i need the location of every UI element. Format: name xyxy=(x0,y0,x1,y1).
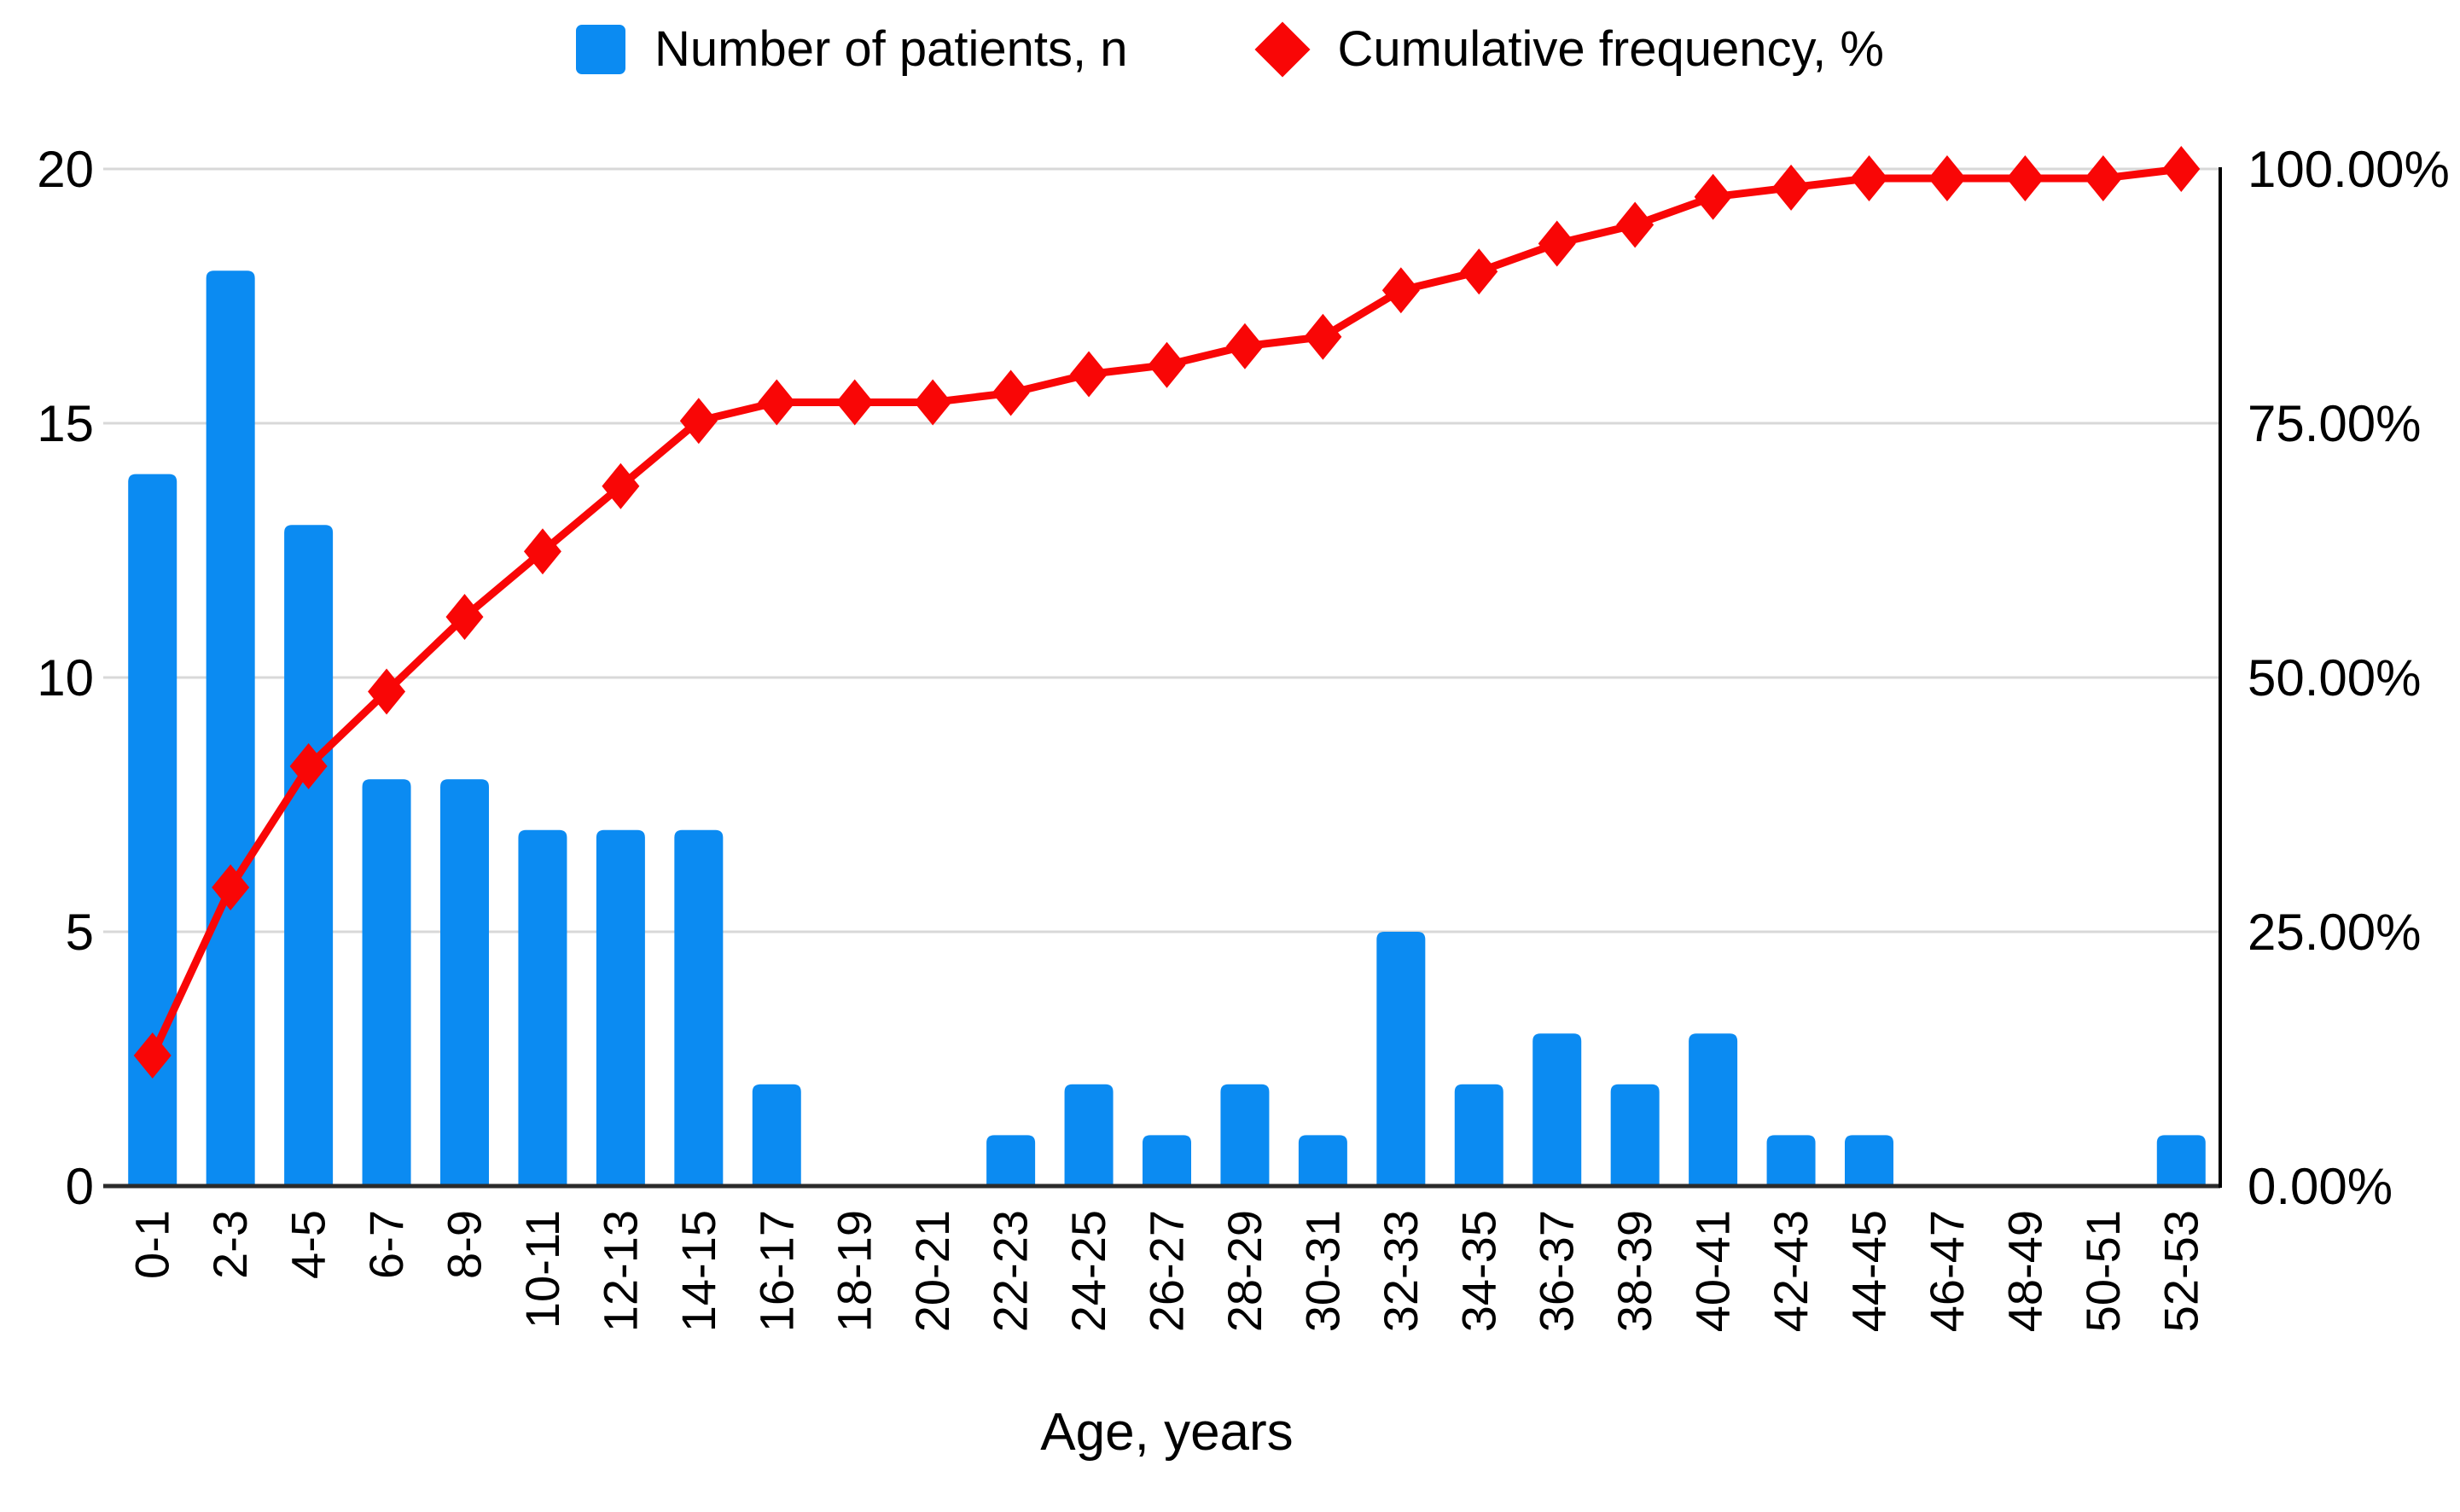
bar-32-33 xyxy=(1376,932,1426,1186)
bar-series-swatch-icon xyxy=(576,25,626,74)
x-tick-label: 16-17 xyxy=(749,1210,803,1332)
right-axis-tick-label: 75.00% xyxy=(2248,395,2422,452)
diamond-marker xyxy=(133,1032,172,1079)
x-tick-label: 8-9 xyxy=(438,1210,491,1279)
x-tick-label: 10-11 xyxy=(515,1210,569,1329)
right-axis-tick-label: 50.00% xyxy=(2248,649,2422,707)
diamond-marker xyxy=(2162,146,2201,192)
bar-26-27 xyxy=(1143,1135,1191,1186)
x-tick-label: 2-3 xyxy=(203,1210,257,1279)
right-axis-tick-label: 100.00% xyxy=(2248,141,2450,198)
bar-44-45 xyxy=(1845,1135,1893,1186)
x-axis-title: Age, years xyxy=(1040,1403,1294,1462)
bar-36-37 xyxy=(1532,1033,1582,1186)
bar-34-35 xyxy=(1454,1084,1503,1186)
bar-24-25 xyxy=(1064,1084,1114,1186)
x-tick-label: 46-47 xyxy=(1920,1210,1974,1332)
diamond-marker xyxy=(1148,341,1186,388)
x-tick-label: 48-49 xyxy=(1998,1210,2051,1332)
diamond-marker xyxy=(758,379,796,426)
diamond-marker xyxy=(1304,313,1342,360)
bar-10-11 xyxy=(518,829,567,1186)
x-tick-label: 34-35 xyxy=(1451,1210,1505,1332)
left-axis-tick-label: 10 xyxy=(37,649,94,707)
bar-0-1 xyxy=(128,474,177,1186)
x-tick-label: 24-25 xyxy=(1061,1210,1115,1332)
left-axis-tick-label: 5 xyxy=(66,904,94,961)
x-tick-label: 30-31 xyxy=(1295,1210,1349,1332)
x-tick-label: 0-1 xyxy=(125,1210,179,1279)
right-axis-tick-label: 0.00% xyxy=(2248,1158,2393,1215)
left-axis-tick-label: 20 xyxy=(37,141,94,198)
diamond-marker xyxy=(1772,164,1811,211)
bar-42-43 xyxy=(1766,1135,1816,1186)
x-tick-label: 36-37 xyxy=(1530,1210,1584,1332)
x-tick-label: 52-53 xyxy=(2154,1210,2207,1332)
diamond-marker xyxy=(992,369,1030,416)
diamond-marker xyxy=(1538,220,1576,267)
diamond-marker xyxy=(1616,201,1655,248)
diamond-marker xyxy=(212,864,250,911)
left-axis-tick-label: 0 xyxy=(66,1158,94,1215)
x-tick-label: 40-41 xyxy=(1686,1210,1740,1332)
bar-40-41 xyxy=(1689,1033,1738,1186)
bar-4-5 xyxy=(284,525,334,1186)
x-tick-label: 22-23 xyxy=(984,1210,1038,1332)
diamond-marker xyxy=(1070,351,1108,398)
bar-14-15 xyxy=(674,829,724,1186)
diamond-marker xyxy=(679,398,718,445)
x-tick-label: 14-15 xyxy=(672,1210,725,1332)
diamond-marker xyxy=(523,528,561,575)
diamond-marker xyxy=(914,379,952,426)
diamond-marker xyxy=(1850,154,1888,201)
bar-28-29 xyxy=(1220,1084,1270,1186)
bar-2-3 xyxy=(206,270,255,1187)
bar-12-13 xyxy=(596,829,645,1186)
diamond-marker xyxy=(1381,267,1420,314)
diamond-marker xyxy=(2006,154,2044,201)
x-tick-label: 42-43 xyxy=(1764,1210,1817,1332)
diamond-marker xyxy=(1928,154,1966,201)
diamond-marker xyxy=(368,668,406,715)
x-tick-label: 44-45 xyxy=(1842,1210,1896,1332)
legend: Number of patients, n Cumulative frequen… xyxy=(0,9,2460,90)
diamond-marker xyxy=(289,742,328,789)
diamond-marker xyxy=(1225,323,1264,369)
diamond-marker xyxy=(1460,248,1498,295)
bar-30-31 xyxy=(1298,1135,1347,1186)
diamond-marker xyxy=(602,462,640,509)
bar-8-9 xyxy=(440,779,489,1186)
bar-6-7 xyxy=(362,779,411,1186)
legend-label-patients: Number of patients, n xyxy=(654,21,1128,77)
x-tick-label: 18-19 xyxy=(828,1210,881,1332)
right-axis-tick-label: 25.00% xyxy=(2248,904,2422,961)
bar-16-17 xyxy=(752,1084,801,1186)
diamond-marker xyxy=(1694,173,1732,220)
x-tick-label: 50-51 xyxy=(2076,1210,2130,1332)
legend-item-patients: Number of patients, n xyxy=(576,25,1128,74)
x-tick-label: 12-13 xyxy=(593,1210,647,1332)
bar-22-23 xyxy=(986,1135,1036,1186)
x-tick-label: 38-39 xyxy=(1608,1210,1661,1332)
x-tick-label: 4-5 xyxy=(282,1210,335,1279)
diamond-marker xyxy=(835,379,874,426)
diamond-marker xyxy=(2084,154,2122,201)
bar-38-39 xyxy=(1610,1084,1660,1186)
x-tick-label: 6-7 xyxy=(359,1210,413,1279)
x-tick-label: 28-29 xyxy=(1218,1210,1271,1332)
x-tick-label: 26-27 xyxy=(1140,1210,1194,1332)
legend-item-cumulative: Cumulative frequency, % xyxy=(1254,21,1884,78)
legend-label-cumulative: Cumulative frequency, % xyxy=(1337,21,1884,77)
bar-52-53 xyxy=(2156,1135,2206,1186)
diamond-marker xyxy=(445,593,484,640)
x-tick-label: 32-33 xyxy=(1374,1210,1428,1332)
left-axis-tick-label: 15 xyxy=(37,395,94,452)
x-tick-label: 20-21 xyxy=(905,1210,959,1332)
